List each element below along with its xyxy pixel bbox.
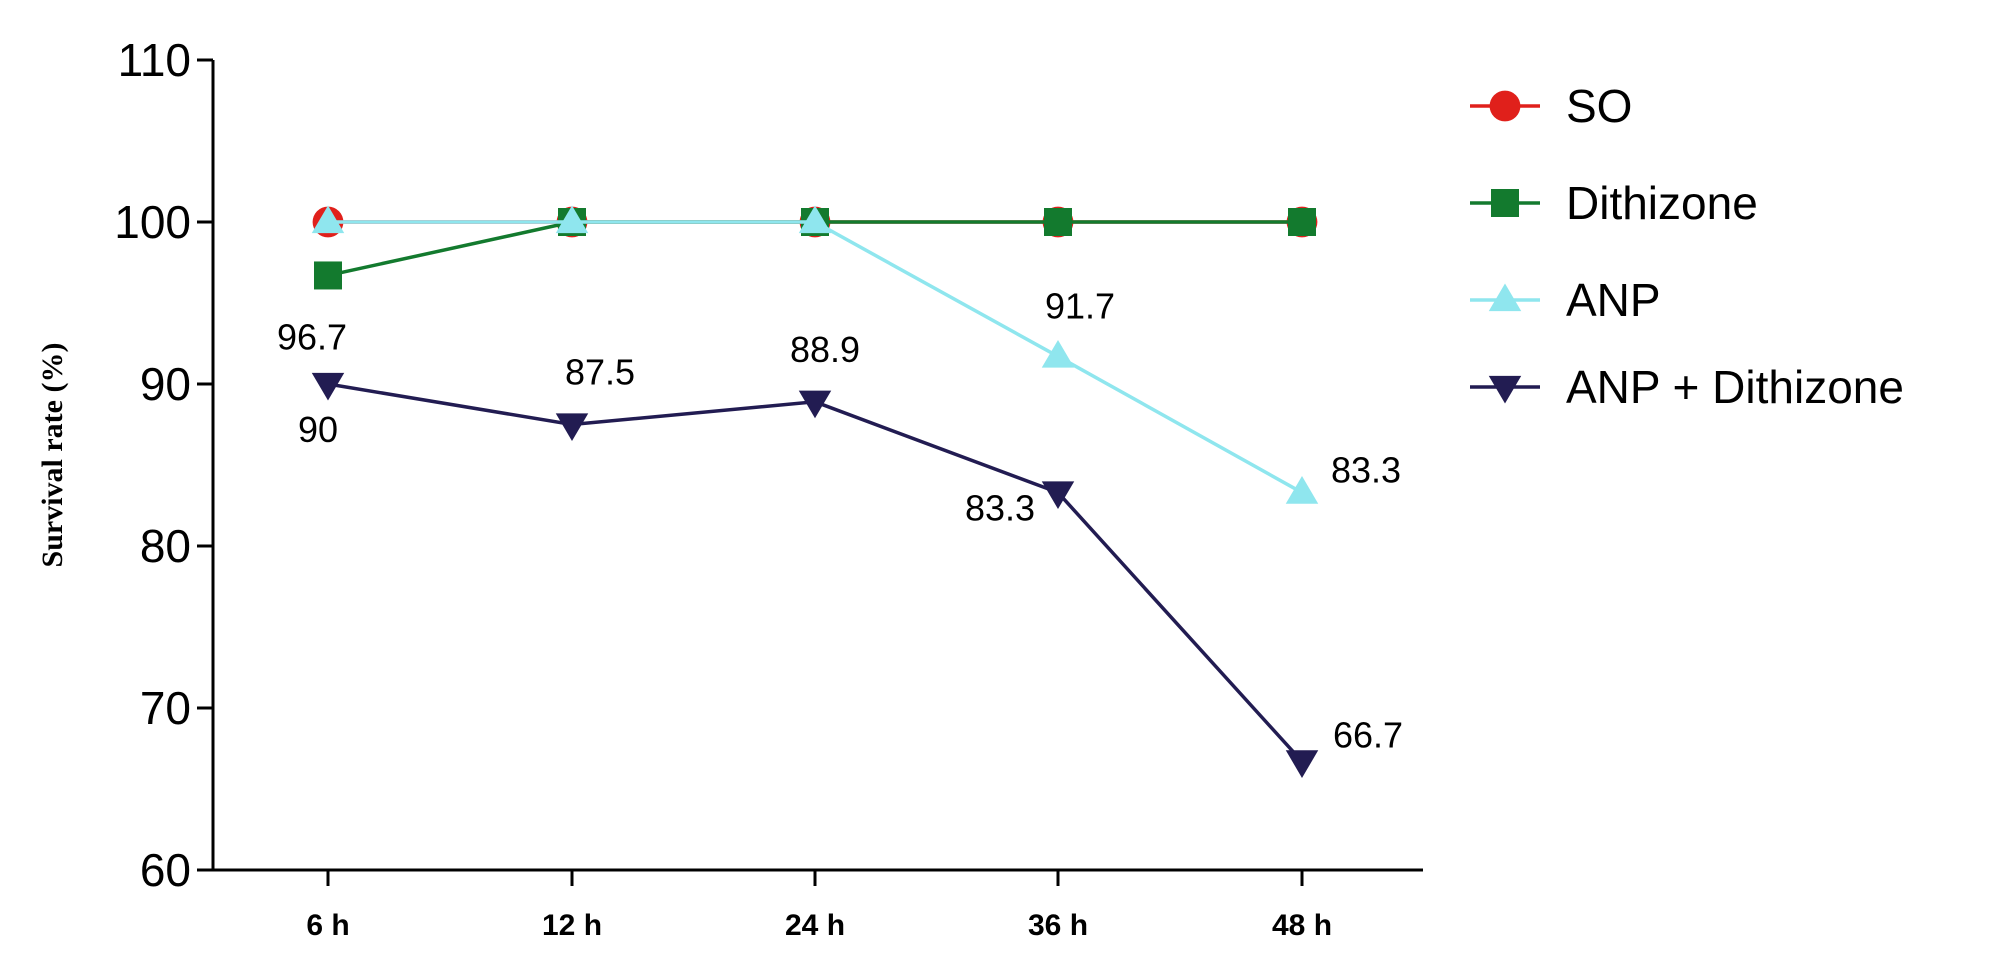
legend-label: SO xyxy=(1566,80,1632,132)
series-anp-dithizone xyxy=(311,372,1319,778)
legend-item-anp: ANP xyxy=(1470,274,1661,326)
data-point xyxy=(311,205,345,234)
y-tick-label: 80 xyxy=(140,520,191,572)
data-label: 88.9 xyxy=(790,329,860,370)
data-point xyxy=(1288,208,1316,236)
legend-label: ANP xyxy=(1566,274,1661,326)
axes: 60 70 80 90 100 110 6 h 12 h 24 h 36 h 48 h xyxy=(114,34,1423,942)
y-tick-label: 60 xyxy=(140,844,191,896)
x-tick-label: 6 h xyxy=(306,909,349,942)
data-point xyxy=(1285,476,1319,504)
legend-label: Dithizone xyxy=(1566,177,1758,229)
data-point xyxy=(798,390,832,419)
data-point xyxy=(555,413,589,441)
data-point xyxy=(1285,750,1319,778)
data-point xyxy=(1041,481,1075,510)
legend-item-so: SO xyxy=(1470,80,1632,132)
data-point xyxy=(555,205,589,234)
data-labels: 96.7 90 87.5 88.9 91.7 83.3 83.3 66.7 xyxy=(277,285,1403,755)
legend-item-dithizone: Dithizone xyxy=(1470,177,1758,229)
y-tick-label: 70 xyxy=(140,682,191,734)
data-label: 90 xyxy=(298,409,338,450)
series-line xyxy=(327,382,1304,763)
x-tick-label: 48 h xyxy=(1272,909,1332,942)
data-label: 83.3 xyxy=(965,488,1035,529)
legend-item-anp-dithizone: ANP + Dithizone xyxy=(1470,361,1904,413)
data-label: 66.7 xyxy=(1333,714,1403,755)
legend-marker xyxy=(1489,90,1521,122)
data-point xyxy=(1044,208,1072,236)
y-tick-label: 110 xyxy=(118,34,191,86)
series-layer xyxy=(311,205,1319,778)
data-point xyxy=(314,261,342,290)
legend-marker xyxy=(1488,375,1522,404)
legend: SO Dithizone ANP ANP + Dithizone xyxy=(1470,80,1904,413)
data-point xyxy=(798,205,832,234)
x-tick-label: 24 h xyxy=(785,909,845,942)
legend-marker xyxy=(1488,283,1522,312)
data-label: 96.7 xyxy=(277,316,347,357)
data-point xyxy=(311,372,345,401)
y-tick-label: 100 xyxy=(114,196,191,248)
series-anp xyxy=(311,205,1319,504)
legend-label: ANP + Dithizone xyxy=(1566,361,1904,413)
y-axis-label: Survival rate (%) xyxy=(36,343,69,568)
data-label: 83.3 xyxy=(1331,450,1401,491)
x-tick-label: 12 h xyxy=(542,909,602,942)
x-tick-label: 36 h xyxy=(1028,909,1088,942)
data-point xyxy=(1041,339,1075,368)
legend-marker xyxy=(1491,189,1519,217)
data-label: 91.7 xyxy=(1045,285,1115,326)
y-tick-label: 90 xyxy=(140,358,191,410)
data-label: 87.5 xyxy=(565,352,635,393)
